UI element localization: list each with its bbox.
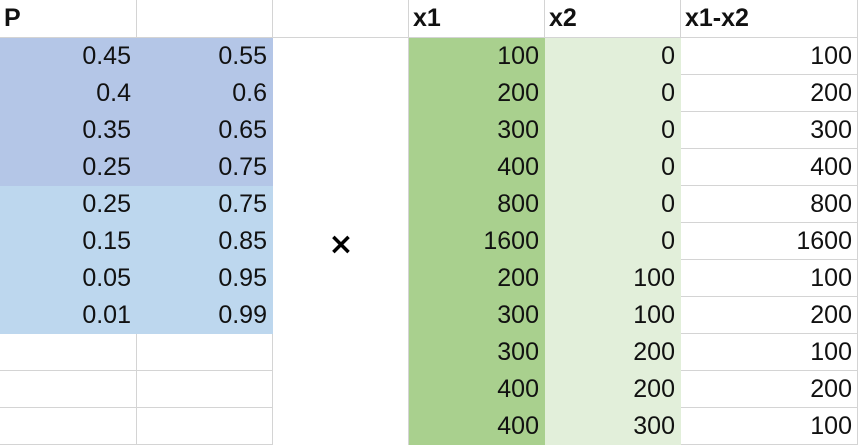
spacer-cell [273, 186, 409, 223]
p-cell[interactable]: 0.45 [0, 38, 137, 75]
header-empty-b[interactable] [137, 0, 273, 38]
q-cell[interactable] [137, 334, 273, 371]
diff-cell[interactable]: 800 [681, 186, 858, 223]
spacer-cell [273, 334, 409, 371]
spacer-cell [273, 38, 409, 75]
spacer-cell [273, 371, 409, 408]
q-cell[interactable]: 0.75 [137, 149, 273, 186]
header-x2[interactable]: x2 [545, 0, 681, 38]
header-p[interactable]: P [0, 0, 137, 38]
x1-cell[interactable]: 200 [409, 260, 545, 297]
header-x1[interactable]: x1 [409, 0, 545, 38]
header-empty-c[interactable] [273, 0, 409, 38]
p-cell[interactable]: 0.25 [0, 186, 137, 223]
p-cell[interactable]: 0.05 [0, 260, 137, 297]
x2-cell[interactable]: 300 [545, 408, 681, 445]
diff-cell[interactable]: 400 [681, 149, 858, 186]
x1-cell[interactable]: 800 [409, 186, 545, 223]
x1-cell[interactable]: 400 [409, 408, 545, 445]
diff-cell[interactable]: 100 [681, 334, 858, 371]
diff-cell[interactable]: 200 [681, 75, 858, 112]
diff-cell[interactable]: 200 [681, 297, 858, 334]
spacer-cell [273, 408, 409, 445]
x1-cell[interactable]: 400 [409, 371, 545, 408]
p-cell[interactable]: 0.25 [0, 149, 137, 186]
spacer-cell [273, 112, 409, 149]
p-cell[interactable]: 0.15 [0, 223, 137, 260]
x2-cell[interactable]: 200 [545, 334, 681, 371]
p-cell[interactable]: 0.4 [0, 75, 137, 112]
spacer-cell [273, 223, 409, 260]
spacer-cell [273, 297, 409, 334]
x2-cell[interactable]: 100 [545, 297, 681, 334]
x1-cell[interactable]: 400 [409, 149, 545, 186]
x1-cell[interactable]: 1600 [409, 223, 545, 260]
diff-cell[interactable]: 100 [681, 38, 858, 75]
p-cell[interactable]: 0.01 [0, 297, 137, 334]
x2-cell[interactable]: 100 [545, 260, 681, 297]
q-cell[interactable] [137, 408, 273, 445]
q-cell[interactable]: 0.75 [137, 186, 273, 223]
p-cell[interactable] [0, 408, 137, 445]
x1-cell[interactable]: 300 [409, 297, 545, 334]
x1-cell[interactable]: 300 [409, 334, 545, 371]
diff-cell[interactable]: 100 [681, 260, 858, 297]
x2-cell[interactable]: 0 [545, 186, 681, 223]
diff-cell[interactable]: 200 [681, 371, 858, 408]
x2-cell[interactable]: 0 [545, 112, 681, 149]
diff-cell[interactable]: 100 [681, 408, 858, 445]
diff-cell[interactable]: 300 [681, 112, 858, 149]
header-x1-minus-x2[interactable]: x1-x2 [681, 0, 858, 38]
q-cell[interactable]: 0.65 [137, 112, 273, 149]
multiply-operator: × [328, 226, 354, 262]
q-cell[interactable]: 0.95 [137, 260, 273, 297]
spacer-cell [273, 149, 409, 186]
spacer-cell [273, 75, 409, 112]
spacer-cell [273, 260, 409, 297]
q-cell[interactable] [137, 371, 273, 408]
x1-cell[interactable]: 200 [409, 75, 545, 112]
x1-cell[interactable]: 100 [409, 38, 545, 75]
x1-cell[interactable]: 300 [409, 112, 545, 149]
x2-cell[interactable]: 200 [545, 371, 681, 408]
q-cell[interactable]: 0.99 [137, 297, 273, 334]
x2-cell[interactable]: 0 [545, 75, 681, 112]
q-cell[interactable]: 0.6 [137, 75, 273, 112]
x2-cell[interactable]: 0 [545, 223, 681, 260]
diff-cell[interactable]: 1600 [681, 223, 858, 260]
x2-cell[interactable]: 0 [545, 38, 681, 75]
q-cell[interactable]: 0.55 [137, 38, 273, 75]
p-cell[interactable] [0, 334, 137, 371]
q-cell[interactable]: 0.85 [137, 223, 273, 260]
p-cell[interactable] [0, 371, 137, 408]
x2-cell[interactable]: 0 [545, 149, 681, 186]
p-cell[interactable]: 0.35 [0, 112, 137, 149]
